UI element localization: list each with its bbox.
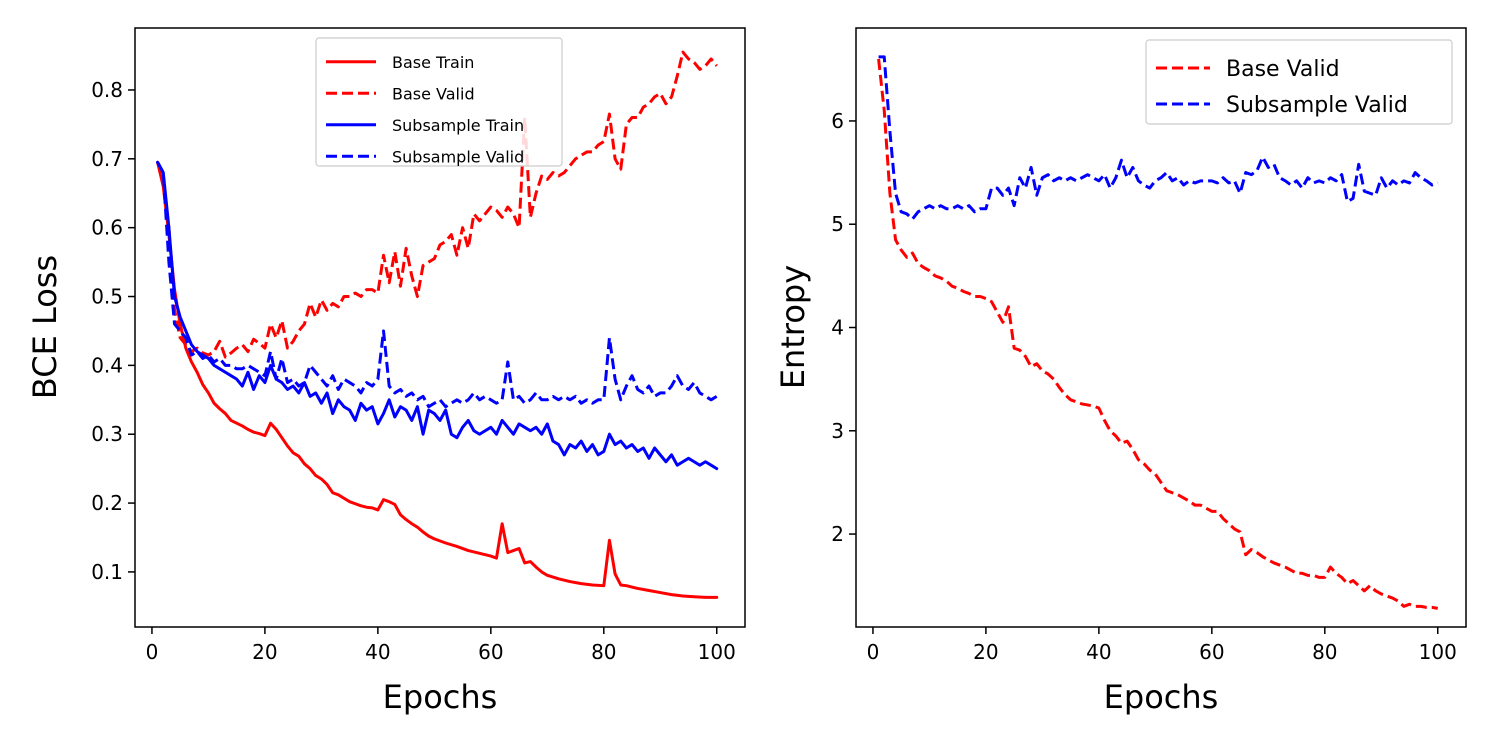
legend-box	[315, 37, 563, 167]
x-tick-label: 80	[1312, 640, 1337, 664]
plot-area	[156, 50, 719, 599]
legend: Base Valid Subsample Valid	[1145, 39, 1453, 125]
legend-label-base-valid: Base Valid	[1226, 57, 1340, 82]
y-tick-label: 2	[831, 522, 844, 546]
x-tick-label: 20	[252, 640, 277, 664]
x-tick-label: 80	[591, 640, 616, 664]
x-tick-label: 100	[1419, 640, 1457, 664]
legend-box	[1145, 39, 1453, 125]
y-tick-label: 0.7	[91, 147, 123, 171]
y-tick-label: 4	[831, 316, 844, 340]
y-tick-label: 0.5	[91, 285, 123, 309]
series-line-base-valid	[877, 58, 1439, 610]
y-tick-label: 5	[831, 212, 844, 236]
x-tick-label: 60	[478, 640, 503, 664]
x-tick-label: 20	[973, 640, 998, 664]
y-tick-label: 0.2	[91, 491, 123, 515]
series-line-base-valid	[156, 50, 718, 359]
legend-label-subsample-train: Subsample Train	[392, 116, 524, 135]
y-tick-label: 0.4	[91, 353, 123, 377]
y-tick-label: 0.6	[91, 216, 123, 240]
x-axis-label: Epochs	[383, 678, 498, 716]
entropy-chart: 0 20 40 60 80 100 2 3 4 5 6 Epochs Entropy Base Valid…	[774, 27, 1467, 716]
y-axis-label: Entropy	[774, 265, 812, 389]
series-line-subsample-valid	[156, 161, 718, 409]
x-tick-label: 40	[365, 640, 390, 664]
y-axis-label: BCE Loss	[26, 255, 64, 399]
y-tick-label: 0.8	[91, 78, 123, 102]
series-line-subsample-valid	[878, 55, 1439, 221]
x-tick-label: 60	[1199, 640, 1224, 664]
x-axis-label: Epochs	[1104, 678, 1219, 716]
y-tick-label: 0.3	[91, 422, 123, 446]
x-tick-label: 100	[698, 640, 736, 664]
y-tick-label: 6	[831, 109, 844, 133]
plot-area	[877, 55, 1439, 610]
bce-loss-chart: 0 20 40 60 80 100 0.1 0.2 0.3 0.4 0.5 0.6 0.7 0.8 Epoc…	[26, 27, 746, 716]
legend-label-base-train: Base Train	[392, 53, 474, 72]
axes-frame	[134, 27, 746, 628]
legend: Base Train Base Valid Subsample Train Subsa…	[315, 37, 563, 167]
x-tick-label: 40	[1086, 640, 1111, 664]
series-line-base-train	[156, 160, 719, 599]
y-tick-label: 3	[831, 419, 844, 443]
series-line-subsample-train	[156, 160, 719, 471]
legend-label-subsample-valid: Subsample Valid	[392, 147, 524, 166]
y-tick-label: 0.1	[91, 560, 123, 584]
x-tick-label: 0	[146, 640, 159, 664]
legend-label-subsample-valid: Subsample Valid	[1226, 93, 1408, 118]
legend-label-base-valid: Base Valid	[392, 84, 475, 103]
x-tick-label: 0	[867, 640, 880, 664]
